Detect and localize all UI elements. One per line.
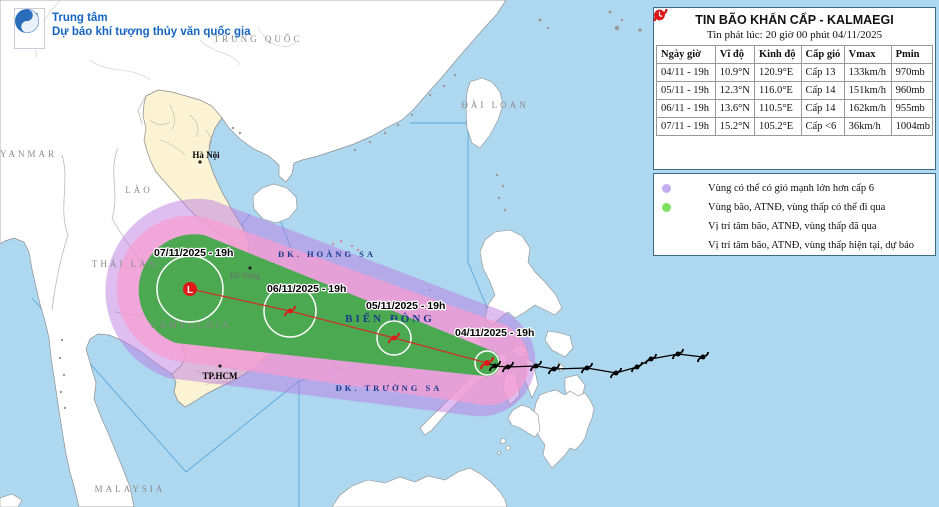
- col-header-pmin: Pmin: [890, 45, 934, 64]
- track-label-05: 05/11/2025 - 19h: [366, 300, 445, 312]
- cell-vmax: 133km/h: [843, 63, 892, 82]
- table-row: 04/11 - 19h 10.9°N 120.9°E Cấp 13 133km/…: [656, 63, 934, 82]
- forecast-track-line: [189, 288, 488, 364]
- borneo: [331, 467, 508, 507]
- cell-pmin: 955mb: [890, 99, 934, 118]
- label-tp-hcm: TP.HCM: [203, 371, 238, 381]
- cell-windlevel: Cấp 14: [800, 81, 845, 100]
- legend-row-current-forecast-position: Vị trí tâm bão, ATNĐ, vùng thấp hiện tại…: [653, 8, 931, 255]
- storm-info-box: TIN BÃO KHẨN CẤP - KALMAEGI Tin phát lúc…: [653, 7, 936, 170]
- cell-datetime: 05/11 - 19h: [656, 81, 716, 100]
- label-malaysia: MALAYSIA: [95, 484, 166, 494]
- label-ha-noi: Hà Nội: [192, 150, 220, 160]
- label-dai-loan: ĐÀI LOAN: [461, 100, 528, 110]
- mindanao-island: [533, 389, 595, 469]
- low-area-clock-icon-red: [653, 9, 666, 21]
- cell-datetime: 06/11 - 19h: [656, 99, 716, 118]
- col-header-lat: Vĩ độ: [714, 45, 755, 64]
- legend-row-track-zone: Vùng bão, ATNĐ, vùng thấp có thể đi qua: [660, 198, 931, 217]
- track-label-07: 07/11/2025 - 19h: [154, 247, 233, 259]
- tphcm-dot: [218, 364, 222, 368]
- track-label-04: 04/11/2025 - 19h: [455, 327, 534, 339]
- cell-windlevel: Cấp 14: [800, 99, 845, 118]
- panel-title: TIN BÃO KHẨN CẤP - KALMAEGI: [695, 13, 894, 27]
- cell-lat: 10.9°N: [714, 63, 755, 82]
- cell-vmax: 162km/h: [843, 99, 892, 118]
- label-da-nang: Đà Nẵng: [230, 270, 261, 280]
- legend-label: Vùng có thể có gió mạnh lớn hơn cấp 6: [708, 183, 874, 194]
- track-label-06: 06/11/2025 - 19h: [267, 283, 346, 295]
- table-row: 05/11 - 19h 12.3°N 116.0°E Cấp 14 151km/…: [656, 81, 934, 100]
- hainan-island: [252, 183, 298, 224]
- label-trung-quoc: TRUNG QUỐC: [214, 34, 303, 44]
- alert-panel: TIN BÃO KHẨN CẤP - KALMAEGI Tin phát lúc…: [653, 7, 936, 256]
- nchmf-logo-icon: [15, 9, 39, 33]
- legend-row-wind-zone: Vùng có thể có gió mạnh lớn hơn cấp 6: [660, 179, 931, 198]
- danang-dot: [248, 266, 252, 270]
- taiwan-island: [465, 77, 504, 149]
- label-hoang-sa: ĐK. HOÀNG SA: [278, 249, 376, 259]
- cell-pmin: 970mb: [890, 63, 934, 82]
- legend-label: Vị trí tâm bão, ATNĐ, vùng thấp đã qua: [708, 221, 877, 232]
- col-header-lon: Kinh độ: [753, 45, 802, 64]
- storm-table-header-row: Ngày giờ Vĩ độ Kinh độ Cấp gió Vmax Pmin: [656, 45, 934, 64]
- legend-label: Vị trí tâm bão, ATNĐ, vùng thấp hiện tại…: [708, 240, 915, 251]
- storm-table: Ngày giờ Vĩ độ Kinh độ Cấp gió Vmax Pmin…: [656, 45, 934, 136]
- label-bien-dong: BIỂN ĐÔNG: [345, 312, 435, 325]
- forecast-circles: [156, 255, 500, 376]
- cell-lon: 105.2°E: [753, 117, 802, 136]
- low-pressure-marker: L: [183, 282, 197, 296]
- hanoi-dot: [198, 160, 202, 164]
- cell-lon: 110.5°E: [753, 99, 802, 118]
- label-truong-sa: ĐK. TRƯỜNG SA: [336, 383, 443, 393]
- cell-windlevel: Cấp <6: [800, 117, 845, 136]
- cell-lon: 116.0°E: [753, 81, 802, 100]
- track-zone-green-cone: [138, 234, 501, 377]
- legend-box: Vùng có thể có gió mạnh lớn hơn cấp 6 Vù…: [653, 8, 936, 256]
- brand-header: NCHMF Trung tâm Dự báo khí tượng thủy vă…: [14, 8, 251, 49]
- col-header-vmax: Vmax: [843, 45, 892, 64]
- nchmf-logo: NCHMF: [14, 8, 45, 49]
- cell-lon: 120.9°E: [753, 63, 802, 82]
- label-campuchia: CAMPUCHIA: [150, 320, 231, 330]
- cell-datetime: 07/11 - 19h: [656, 117, 716, 136]
- cell-windlevel: Cấp 13: [800, 63, 845, 82]
- cell-lat: 12.3°N: [714, 81, 755, 100]
- col-header-windlevel: Cấp gió: [800, 45, 845, 64]
- label-lao: LÀO: [125, 185, 153, 195]
- cell-pmin: 1004mb: [890, 117, 934, 136]
- org-line1: Trung tâm: [52, 12, 108, 24]
- cell-vmax: 151km/h: [843, 81, 892, 100]
- table-row: 07/11 - 19h 15.2°N 105.2°E Cấp <6 36km/h…: [656, 117, 934, 136]
- table-row: 06/11 - 19h 13.6°N 110.5°E Cấp 14 162km/…: [656, 99, 934, 118]
- luzon-island: [479, 229, 563, 326]
- svg-text:L: L: [187, 285, 193, 296]
- col-header-datetime: Ngày giờ: [656, 45, 716, 64]
- legend-label: Vùng bão, ATNĐ, vùng thấp có thể đi qua: [708, 202, 886, 213]
- cell-datetime: 04/11 - 19h: [656, 63, 716, 82]
- org-line2: Dự báo khí tượng thủy văn quốc gia: [52, 26, 251, 39]
- map-labels: TRUNG QUỐC ĐÀI LOAN YANMAR LÀO THÁI LAN …: [0, 34, 528, 494]
- label-myanmar: YANMAR: [0, 149, 57, 159]
- cell-lat: 15.2°N: [714, 117, 755, 136]
- cell-lat: 13.6°N: [714, 99, 755, 118]
- legend-row-past-position: Vị trí tâm bão, ATNĐ, vùng thấp đã qua: [653, 8, 931, 236]
- cell-vmax: 36km/h: [843, 117, 892, 136]
- track-date-labels: 04/11/2025 - 19h 05/11/2025 - 19h 06/11/…: [153, 246, 536, 341]
- label-thai-lan: THÁI LAN: [92, 259, 158, 269]
- purple-zone-icon: [662, 184, 671, 193]
- green-zone-icon: [662, 203, 671, 212]
- panel-issued-time: Tin phát lúc: 20 giờ 00 phút 04/11/2025: [706, 29, 883, 41]
- cell-pmin: 960mb: [890, 81, 934, 100]
- org-name: Trung tâm Dự báo khí tượng thủy văn quốc…: [52, 8, 251, 40]
